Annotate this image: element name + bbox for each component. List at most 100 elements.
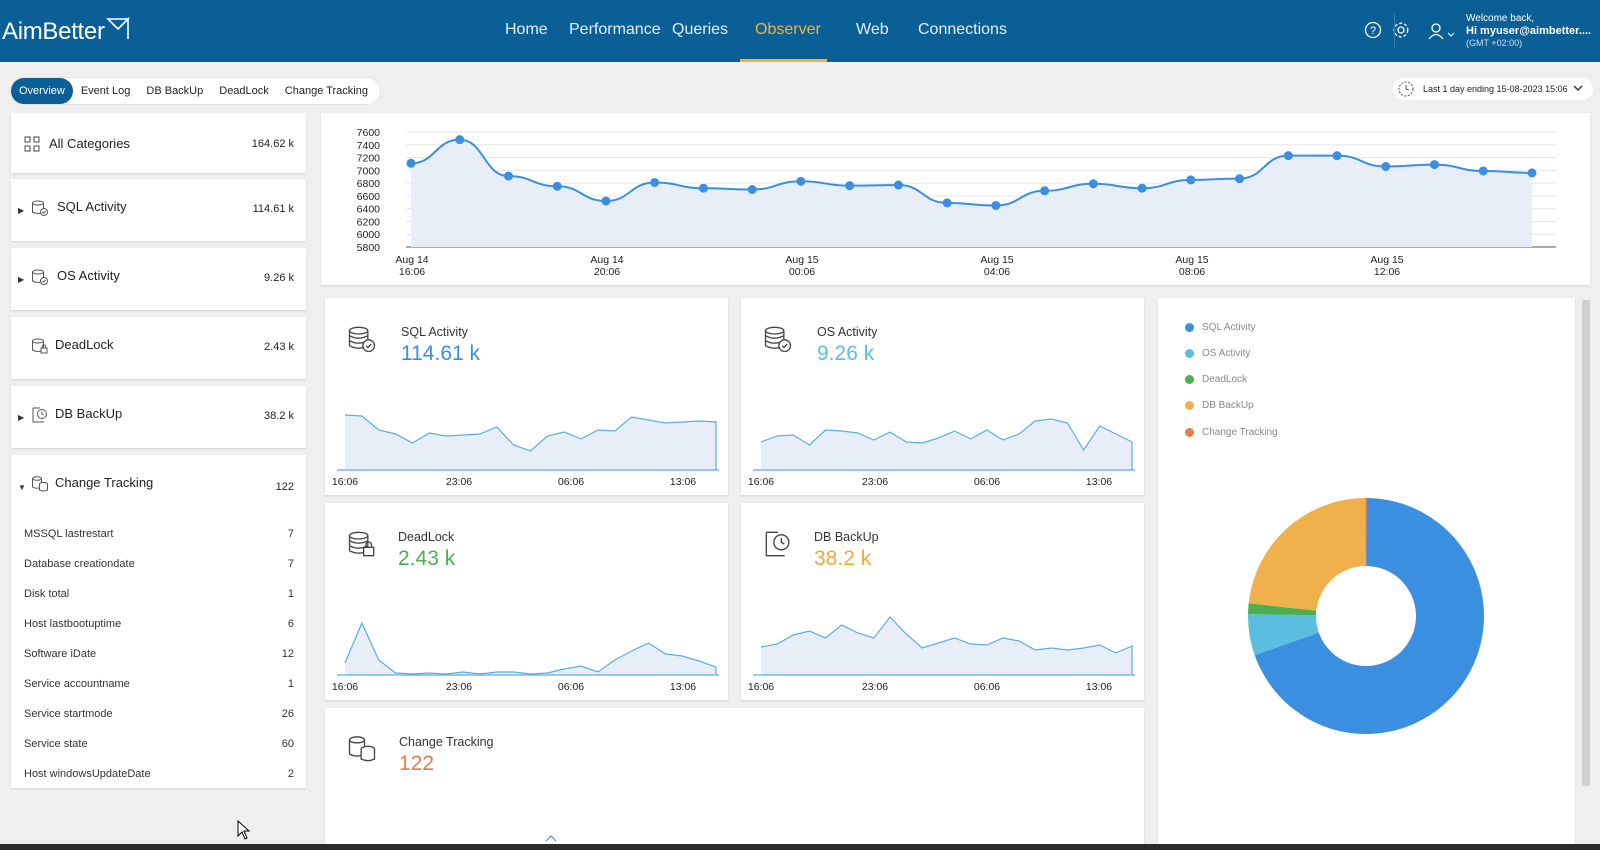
change-item[interactable]: Software iDate 12 bbox=[24, 648, 294, 662]
change-item[interactable]: Host lastbootuptime 6 bbox=[24, 618, 294, 632]
legend-item[interactable]: Change Tracking bbox=[1185, 427, 1278, 438]
y-tick-label: 6200 bbox=[357, 216, 381, 228]
user-menu-icon[interactable] bbox=[1428, 22, 1458, 40]
legend-item[interactable]: DeadLock bbox=[1185, 374, 1247, 385]
nav-queries[interactable]: Queries bbox=[672, 21, 729, 38]
donut-slice[interactable] bbox=[1248, 498, 1366, 611]
legend-label: DB BackUp bbox=[1202, 400, 1254, 411]
change-item[interactable]: Service accountname 1 bbox=[24, 678, 294, 692]
timeline-data-point[interactable] bbox=[1186, 175, 1196, 185]
change-tracking-card[interactable]: Change Tracking 122 bbox=[325, 708, 1144, 850]
nav-home[interactable]: Home bbox=[505, 21, 548, 38]
timeline-data-point[interactable] bbox=[1430, 160, 1440, 170]
tab-deadlock[interactable]: DeadLock bbox=[219, 85, 269, 97]
taskbar-strip bbox=[0, 844, 1600, 850]
legend-dot bbox=[1185, 401, 1194, 410]
timeline-data-point[interactable] bbox=[1381, 162, 1391, 171]
nav-web[interactable]: Web bbox=[856, 21, 889, 38]
timeline-data-point[interactable] bbox=[845, 181, 855, 191]
collapse-arrow-icon[interactable]: ▼ bbox=[18, 483, 26, 492]
deadlock-card[interactable]: DeadLock 2.43 k 16:06 23:06 06:06 13:06 bbox=[325, 503, 728, 700]
user-greeting[interactable]: Welcome back, Hi myuser@aimbetter.... (G… bbox=[1466, 13, 1591, 49]
timeline-data-point[interactable] bbox=[552, 181, 562, 191]
nav-observer[interactable]: Observer bbox=[755, 21, 821, 38]
x-tick-label: 04:06 bbox=[984, 266, 1010, 278]
card-total: 2.43 k bbox=[398, 547, 456, 570]
nav-performance[interactable]: Performance bbox=[569, 21, 661, 38]
timeline-data-point[interactable] bbox=[1137, 183, 1147, 193]
change-item-value: 12 bbox=[281, 648, 294, 660]
db-backup-card[interactable]: DB BackUp 38.2 k 16:06 23:06 06:06 13:06 bbox=[741, 503, 1144, 700]
database-check-icon bbox=[348, 326, 376, 353]
category-all[interactable]: All Categories 164.62 k bbox=[11, 113, 306, 173]
time-range-picker[interactable]: Last 1 day ending 15-08-2023 15:06 bbox=[1393, 78, 1593, 100]
legend-item[interactable]: SQL Activity bbox=[1185, 322, 1256, 333]
donut-slice[interactable] bbox=[1365, 498, 1367, 567]
app-logo[interactable]: AimBetter bbox=[2, 17, 130, 46]
events-timeline-chart: 7600 7400 7200 7000 6800 6600 6400 6200 6000 5800… bbox=[321, 113, 1590, 285]
change-item[interactable]: Service startmode 26 bbox=[24, 708, 294, 722]
category-change-tracking[interactable]: ▼ Change Tracking 122 MSSQL lastrestart … bbox=[11, 455, 306, 788]
category-label: DeadLock bbox=[55, 337, 114, 352]
tab-change-tracking[interactable]: Change Tracking bbox=[284, 85, 368, 97]
tab-overview[interactable]: Overview bbox=[11, 78, 73, 104]
timeline-data-point[interactable] bbox=[1235, 174, 1245, 184]
sql-activity-card[interactable]: SQL Activity 114.61 k 16:06 23:06 06:06 13:… bbox=[325, 298, 728, 495]
expand-arrow-icon[interactable]: ▶ bbox=[18, 206, 25, 215]
timeline-data-point[interactable] bbox=[455, 135, 465, 145]
timeline-data-point[interactable] bbox=[893, 180, 903, 190]
timeline-data-point[interactable] bbox=[1283, 151, 1293, 161]
timeline-data-point[interactable] bbox=[991, 200, 1001, 210]
os-activity-card[interactable]: OS Activity 9.26 k 16:06 23:06 06:06 13:06 bbox=[741, 298, 1144, 495]
change-item[interactable]: Service state 60 bbox=[24, 738, 294, 752]
legend-label: SQL Activity bbox=[1202, 322, 1256, 333]
timeline-data-point[interactable] bbox=[942, 198, 952, 208]
timeline-data-point[interactable] bbox=[650, 177, 660, 187]
legend-item[interactable]: DB BackUp bbox=[1185, 400, 1254, 411]
timeline-data-point[interactable] bbox=[796, 176, 806, 186]
timeline-data-point[interactable] bbox=[406, 158, 416, 168]
category-sql-activity[interactable]: ▶ SQL Activity 114.61 k bbox=[11, 179, 306, 241]
y-tick-label: 5800 bbox=[357, 242, 381, 254]
category-label: SQL Activity bbox=[57, 199, 127, 214]
timeline-data-point[interactable] bbox=[698, 183, 708, 193]
backup-icon bbox=[765, 531, 790, 557]
timeline-data-point[interactable] bbox=[1527, 168, 1537, 178]
donut-slice[interactable] bbox=[1254, 498, 1484, 734]
panel-scrollbar[interactable] bbox=[1582, 300, 1590, 786]
donut-slice[interactable] bbox=[1248, 614, 1319, 656]
sparkline-line bbox=[344, 414, 717, 470]
change-item[interactable]: MSSQL lastrestart 7 bbox=[24, 528, 294, 542]
tab-db-backup[interactable]: DB BackUp bbox=[146, 85, 204, 97]
help-icon[interactable]: ? bbox=[1364, 21, 1382, 39]
sparkline-x-tick: 06:06 bbox=[974, 476, 1000, 488]
timeline-data-point[interactable] bbox=[1478, 166, 1488, 176]
timeline-data-point[interactable] bbox=[747, 185, 757, 194]
y-tick-label: 6800 bbox=[357, 178, 381, 190]
legend-item[interactable]: OS Activity bbox=[1185, 348, 1250, 359]
category-db-backup[interactable]: ▶ DB BackUp 38.2 k bbox=[11, 386, 306, 448]
database-lock-icon bbox=[348, 531, 375, 557]
tab-event-log[interactable]: Event Log bbox=[80, 85, 131, 97]
timeline-data-point[interactable] bbox=[601, 196, 611, 206]
expand-arrow-icon[interactable]: ▶ bbox=[18, 413, 25, 422]
timeline-data-point[interactable] bbox=[1332, 151, 1342, 161]
donut-slice[interactable] bbox=[1248, 603, 1317, 616]
category-count: 114.61 k bbox=[252, 203, 294, 215]
card-total: 122 bbox=[399, 752, 435, 775]
nav-connections[interactable]: Connections bbox=[918, 21, 1007, 38]
change-item[interactable]: Database creationdate 7 bbox=[24, 558, 294, 572]
category-os-activity[interactable]: ▶ OS Activity 9.26 k bbox=[11, 248, 306, 310]
logo-mark-icon bbox=[105, 17, 130, 39]
category-count: 38.2 k bbox=[264, 410, 294, 422]
change-item-value: 6 bbox=[287, 618, 294, 630]
y-tick-label: 7200 bbox=[357, 153, 381, 165]
timeline-data-point[interactable] bbox=[1040, 186, 1050, 196]
change-item[interactable]: Disk total 1 bbox=[24, 588, 294, 602]
category-deadlock[interactable]: DeadLock 2.43 k bbox=[11, 317, 306, 379]
category-count: 9.26 k bbox=[264, 272, 294, 284]
expand-arrow-icon[interactable]: ▶ bbox=[18, 275, 25, 284]
change-item[interactable]: Host windowsUpdateDate 2 bbox=[24, 768, 294, 782]
timeline-data-point[interactable] bbox=[503, 171, 513, 181]
timeline-data-point[interactable] bbox=[1088, 179, 1098, 189]
